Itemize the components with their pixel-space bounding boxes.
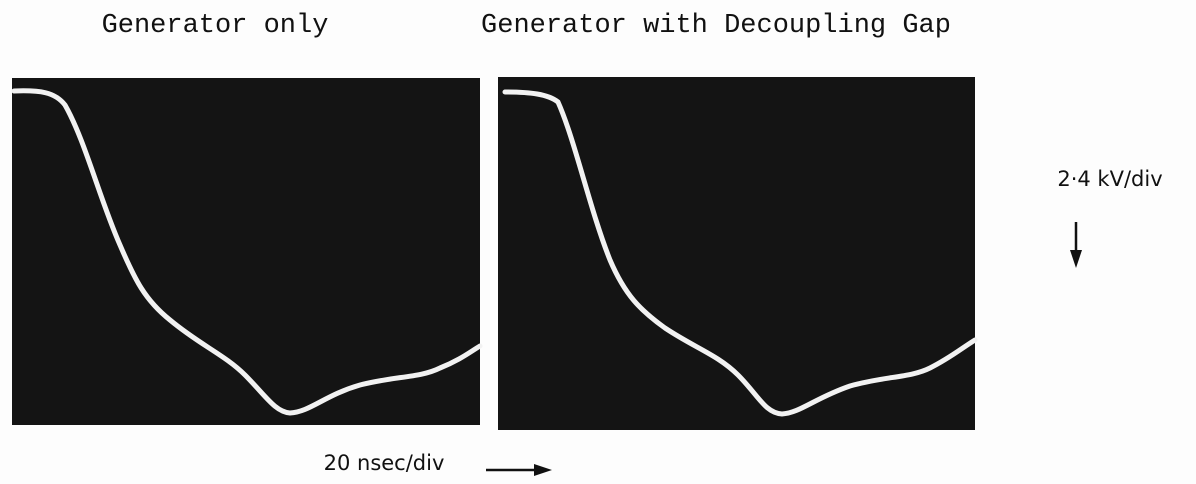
vertical-scale-label: 2·4 kV/div (1057, 167, 1162, 191)
page: {"panels": [{"title": "Generator only"},… (0, 0, 1196, 484)
oscillogram (498, 77, 975, 430)
figure: Generator only Generator with Decoupling… (0, 0, 1196, 484)
panel-title: Generator only (102, 11, 329, 41)
panel-title: Generator with Decoupling Gap (481, 11, 951, 41)
horizontal-scale-label: 20 nsec/div (324, 451, 445, 475)
oscillogram (12, 78, 480, 425)
